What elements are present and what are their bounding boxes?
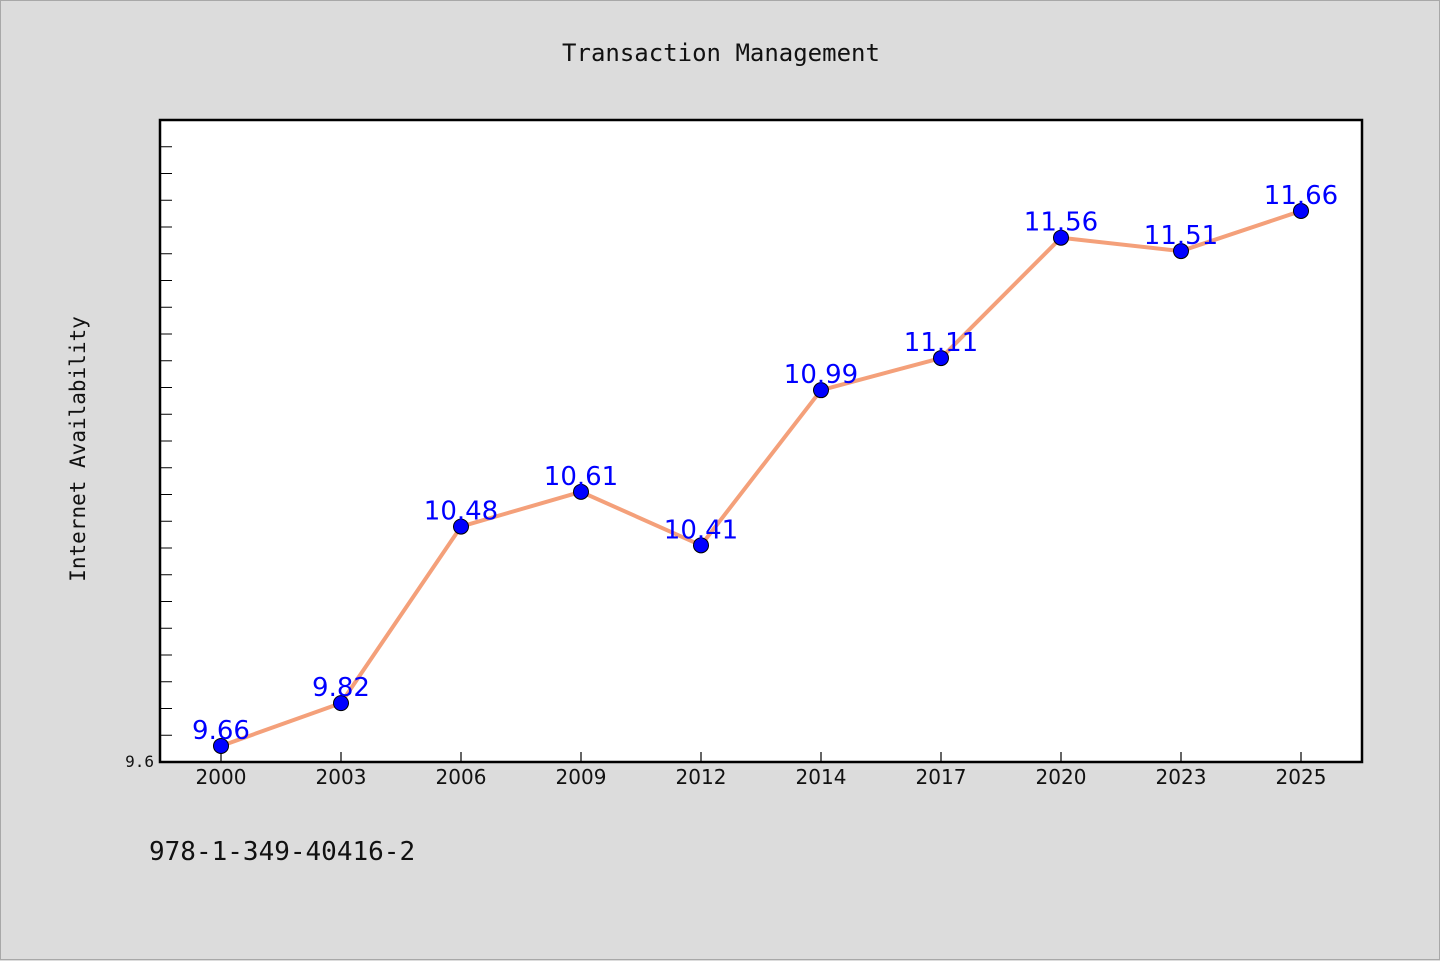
y-axis-label: Internet Availability: [66, 316, 90, 582]
x-tick-label: 2014: [796, 765, 847, 789]
x-tick-label: 2023: [1156, 765, 1207, 789]
data-label: 10.48: [424, 497, 498, 527]
data-label: 10.41: [664, 515, 738, 545]
data-point: [933, 350, 949, 367]
y-tick-label: 9.6: [125, 752, 154, 771]
x-tick-label: 2009: [556, 765, 607, 789]
data-label: 9.66: [192, 716, 250, 746]
plot-area: [158, 118, 1364, 764]
data-point: [1053, 229, 1069, 246]
data-point: [213, 737, 229, 754]
series-line: [219, 208, 1303, 748]
data-point: [333, 695, 349, 712]
data-label: 11.51: [1144, 221, 1218, 251]
data-point: [573, 483, 589, 500]
data-point: [813, 382, 829, 399]
data-labels: 9.66 9.82 10.48 10.61 10.41 10.99 11.11 11.56 11…: [192, 181, 1338, 746]
x-tick-label: 2020: [1036, 765, 1087, 789]
data-point: [1173, 243, 1189, 260]
x-tick-label: 2012: [676, 765, 727, 789]
data-markers: [213, 202, 1309, 754]
data-label: 10.61: [544, 462, 618, 492]
x-tick-label: 2017: [916, 765, 967, 789]
data-label: 10.99: [784, 360, 858, 390]
isbn-footnote: 978-1-349-40416-2: [149, 837, 416, 867]
data-point: [693, 537, 709, 554]
x-tick-label: 2006: [436, 765, 487, 789]
data-label: 11.66: [1264, 181, 1338, 211]
data-point: [1293, 202, 1309, 219]
y-axis-ticks: 9.6: [125, 146, 172, 771]
x-axis-ticks: 2000 2003 2006 2009 2012 2014 2017 2020 2023 2025: [196, 752, 1327, 789]
data-label: 11.11: [904, 328, 978, 358]
x-tick-label: 2025: [1276, 765, 1327, 789]
chart-title: Transaction Management: [562, 39, 880, 67]
series-line-group: [219, 208, 1303, 748]
data-point: [453, 518, 469, 535]
data-label: 9.82: [312, 673, 370, 703]
data-label: 11.56: [1024, 208, 1098, 238]
x-tick-label: 2003: [316, 765, 367, 789]
x-tick-label: 2000: [196, 765, 247, 789]
